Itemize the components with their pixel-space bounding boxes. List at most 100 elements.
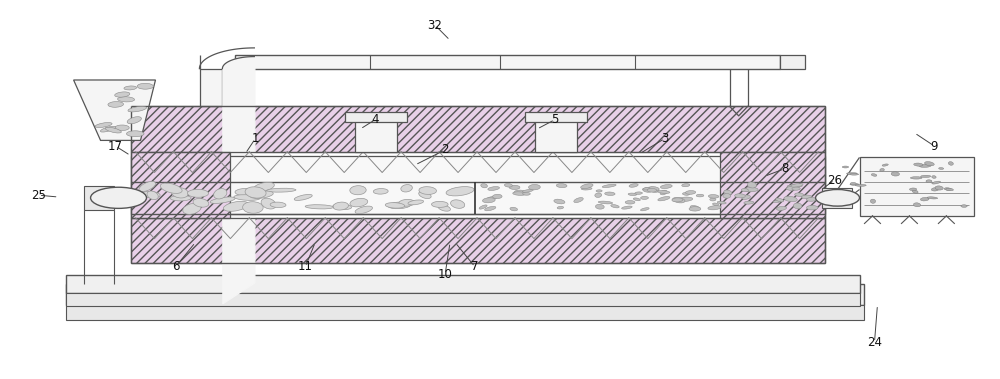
Ellipse shape [504,183,512,187]
Circle shape [91,187,146,208]
Ellipse shape [254,182,274,191]
Bar [720,152,825,218]
Bar [131,218,825,263]
Ellipse shape [625,200,635,204]
Text: 9: 9 [931,139,938,153]
Ellipse shape [118,97,135,102]
Ellipse shape [743,188,758,192]
Ellipse shape [717,201,726,204]
Ellipse shape [946,188,953,191]
Ellipse shape [509,185,520,190]
Ellipse shape [581,188,592,190]
Ellipse shape [773,200,782,202]
Ellipse shape [294,194,312,200]
Ellipse shape [235,188,260,196]
Circle shape [816,190,860,206]
Bar [66,293,860,306]
Ellipse shape [787,185,802,188]
Ellipse shape [735,194,745,198]
Ellipse shape [611,205,619,208]
Ellipse shape [791,183,803,187]
Ellipse shape [170,195,191,201]
Ellipse shape [628,193,637,196]
Ellipse shape [385,203,405,208]
Ellipse shape [744,201,754,204]
Ellipse shape [842,166,849,168]
Text: 24: 24 [867,336,882,349]
Ellipse shape [708,206,721,210]
Ellipse shape [514,190,525,195]
Ellipse shape [649,186,659,191]
Ellipse shape [171,188,188,198]
Ellipse shape [850,183,859,185]
Ellipse shape [641,196,648,199]
Ellipse shape [747,182,756,188]
Ellipse shape [801,195,812,199]
Ellipse shape [485,207,496,211]
Ellipse shape [678,197,693,201]
Ellipse shape [234,195,260,200]
Polygon shape [74,80,155,140]
Ellipse shape [602,184,616,188]
Text: 7: 7 [471,260,479,273]
Ellipse shape [909,188,917,191]
Ellipse shape [806,205,818,210]
Ellipse shape [633,198,640,201]
Ellipse shape [399,199,415,206]
Ellipse shape [710,198,716,201]
Ellipse shape [741,189,748,192]
Ellipse shape [595,204,604,209]
Ellipse shape [921,175,931,177]
Ellipse shape [483,198,495,203]
Ellipse shape [187,190,209,197]
Ellipse shape [784,196,797,202]
Ellipse shape [595,193,602,197]
Ellipse shape [806,197,816,201]
Ellipse shape [115,92,130,97]
Ellipse shape [690,205,699,209]
Ellipse shape [643,187,654,190]
Ellipse shape [245,187,266,198]
Ellipse shape [708,194,719,198]
Ellipse shape [724,190,732,195]
Ellipse shape [267,188,296,192]
Ellipse shape [696,194,704,197]
Ellipse shape [660,185,672,188]
Text: 11: 11 [298,260,313,273]
Ellipse shape [388,202,411,209]
Bar [235,55,780,69]
Ellipse shape [95,122,112,127]
Bar [822,188,852,208]
Ellipse shape [658,191,670,193]
Ellipse shape [635,192,642,194]
Ellipse shape [438,205,450,211]
Ellipse shape [793,203,802,209]
Ellipse shape [210,197,235,204]
Text: 17: 17 [108,139,123,153]
Ellipse shape [925,161,934,166]
Text: 2: 2 [441,143,449,157]
Ellipse shape [574,197,583,202]
Ellipse shape [139,182,156,191]
Ellipse shape [479,205,487,209]
Bar [131,106,825,152]
Ellipse shape [557,206,564,209]
Ellipse shape [142,191,160,198]
Ellipse shape [333,204,352,210]
Ellipse shape [672,198,683,202]
Ellipse shape [880,168,884,171]
Ellipse shape [432,201,448,207]
Ellipse shape [683,193,690,195]
Ellipse shape [629,184,638,187]
Ellipse shape [926,180,932,183]
Ellipse shape [939,168,944,169]
Ellipse shape [871,174,877,176]
Ellipse shape [522,190,533,192]
Text: 4: 4 [371,113,379,126]
Text: 26: 26 [827,174,842,186]
Bar [345,112,407,122]
Ellipse shape [944,188,951,190]
Ellipse shape [650,189,659,192]
Bar [131,155,825,214]
Text: 6: 6 [172,260,179,273]
